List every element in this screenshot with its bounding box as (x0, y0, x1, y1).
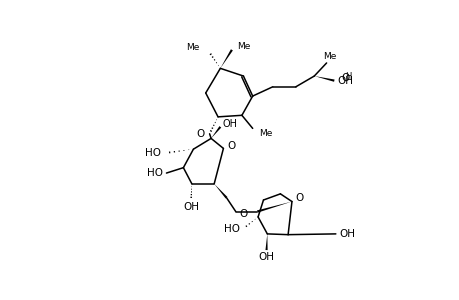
Polygon shape (313, 76, 334, 82)
Text: OH: OH (258, 252, 274, 262)
Text: OH: OH (183, 202, 199, 212)
Polygon shape (214, 184, 227, 199)
Text: OH: OH (339, 229, 355, 239)
Text: HO: HO (145, 148, 161, 158)
Text: O: O (341, 73, 349, 83)
Polygon shape (265, 234, 267, 250)
Text: H: H (344, 71, 351, 80)
Text: O: O (239, 209, 247, 219)
Text: Me: Me (237, 41, 250, 50)
Text: O: O (196, 129, 204, 139)
Polygon shape (211, 126, 221, 138)
Text: OH: OH (222, 119, 237, 129)
Text: Me: Me (322, 52, 336, 61)
Text: O: O (295, 194, 303, 203)
Polygon shape (220, 49, 232, 68)
Text: HO: HO (223, 224, 239, 233)
Polygon shape (257, 202, 291, 213)
Text: O: O (227, 141, 235, 151)
Text: OH: OH (336, 76, 353, 86)
Text: HO: HO (146, 168, 162, 178)
Text: Me: Me (258, 128, 272, 137)
Text: Me: Me (186, 43, 199, 52)
